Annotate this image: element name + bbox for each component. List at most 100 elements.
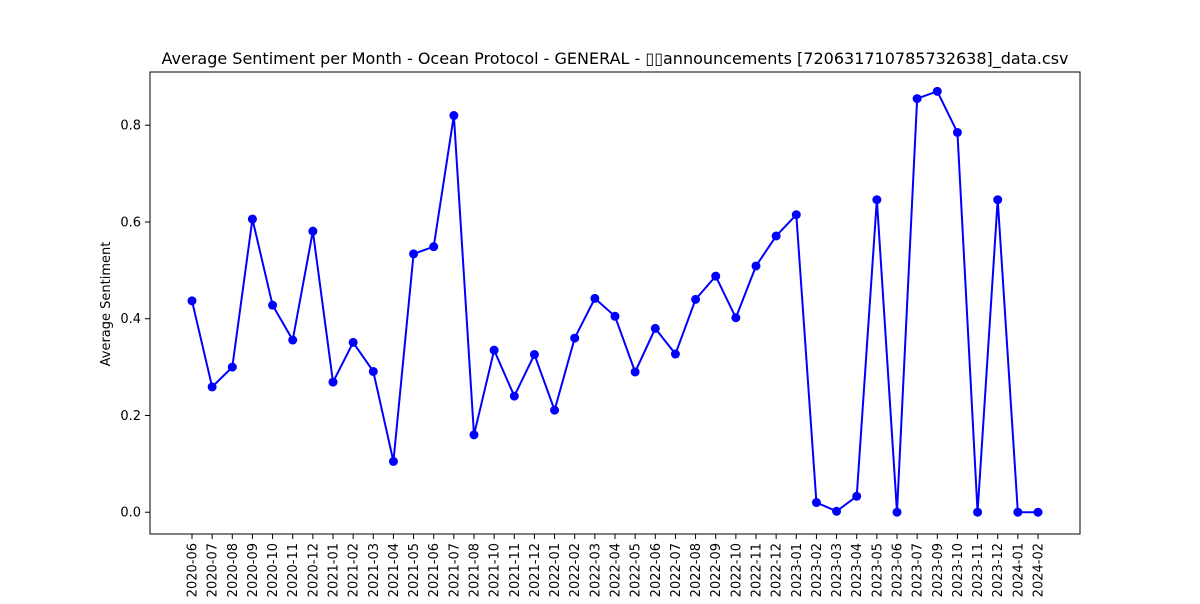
x-tick-label: 2022-02 (568, 543, 583, 597)
data-point (892, 507, 902, 517)
data-point (670, 349, 680, 359)
data-point (550, 405, 560, 415)
data-point (731, 313, 741, 323)
data-point (509, 391, 519, 401)
data-point (308, 226, 318, 236)
x-tick-label: 2021-12 (528, 543, 543, 597)
data-point (368, 366, 378, 376)
data-point (429, 242, 439, 252)
data-point (207, 382, 217, 392)
data-point (268, 300, 278, 310)
x-tick-label: 2021-10 (488, 543, 503, 597)
x-tick-label: 2020-07 (206, 543, 221, 597)
plot-area-frame (149, 71, 1081, 535)
data-point (952, 127, 962, 137)
x-axis: 2020-06 2020-07 2020-08 2020-09 2020-10 2020-… (186, 534, 1047, 597)
data-point (610, 311, 620, 321)
data-point (912, 94, 922, 104)
x-tick-label: 2020-08 (226, 543, 241, 597)
data-points (187, 86, 1043, 517)
data-point (771, 231, 781, 241)
data-point (1033, 507, 1043, 517)
data-point (691, 294, 701, 304)
x-tick-label: 2020-10 (266, 543, 281, 597)
data-point (227, 362, 237, 372)
x-tick-label: 2021-05 (407, 543, 422, 597)
x-tick-label: 2022-01 (548, 543, 563, 597)
data-point (791, 210, 801, 220)
data-point (348, 337, 358, 347)
x-tick-label: 2020-12 (306, 543, 321, 597)
x-tick-label: 2023-12 (991, 543, 1006, 597)
data-point (751, 261, 761, 271)
x-tick-label: 2021-03 (367, 543, 382, 597)
x-tick-label: 2023-09 (931, 543, 946, 597)
data-point (993, 195, 1003, 205)
data-point (529, 350, 539, 360)
x-tick-label: 2024-02 (1032, 543, 1047, 597)
x-tick-label: 2023-11 (971, 543, 986, 597)
data-point (650, 323, 660, 333)
x-tick-label: 2022-12 (770, 543, 785, 597)
data-point (187, 296, 197, 306)
x-tick-label: 2021-07 (447, 543, 462, 597)
data-point (247, 214, 257, 224)
data-point (711, 271, 721, 281)
x-tick-label: 2023-05 (870, 543, 885, 597)
x-tick-label: 2021-11 (508, 543, 523, 597)
x-tick-label: 2022-07 (669, 543, 684, 597)
x-tick-label: 2020-09 (246, 543, 261, 597)
y-tick-label: 0.2 (120, 409, 141, 424)
x-tick-label: 2022-04 (609, 543, 624, 597)
x-tick-label: 2023-04 (850, 543, 865, 597)
x-tick-label: 2020-06 (186, 543, 201, 597)
x-tick-label: 2022-10 (729, 543, 744, 597)
y-axis-label: Average Sentiment (99, 242, 114, 367)
data-point (288, 335, 298, 345)
data-point (590, 293, 600, 303)
x-tick-label: 2021-02 (347, 543, 362, 597)
x-tick-label: 2023-02 (810, 543, 825, 597)
x-tick-label: 2022-05 (629, 543, 644, 597)
y-tick-label: 0.4 (120, 312, 141, 327)
data-point (1013, 507, 1023, 517)
data-point (932, 86, 942, 96)
x-tick-label: 2021-04 (387, 543, 402, 597)
x-tick-label: 2023-03 (830, 543, 845, 597)
data-point (570, 333, 580, 343)
x-tick-label: 2022-11 (750, 543, 765, 597)
data-point (852, 491, 862, 501)
y-tick-label: 0.0 (120, 506, 141, 521)
x-tick-label: 2023-01 (790, 543, 805, 597)
data-point (449, 111, 459, 121)
x-tick-label: 2023-10 (951, 543, 966, 597)
data-point (328, 377, 338, 387)
y-tick-label: 0.6 (120, 215, 141, 230)
x-tick-label: 2024-01 (1011, 543, 1026, 597)
x-tick-label: 2022-06 (649, 543, 664, 597)
series-line (191, 90, 1038, 514)
x-tick-label: 2023-06 (891, 543, 906, 597)
y-axis: 0.0 0.2 0.4 0.6 0.8 (120, 119, 150, 521)
data-point (388, 456, 398, 466)
data-point (630, 367, 640, 377)
y-tick-label: 0.8 (120, 119, 141, 134)
data-point (811, 498, 821, 508)
x-tick-label: 2021-06 (427, 543, 442, 597)
data-point (469, 430, 479, 440)
chart-title: Average Sentiment per Month - Ocean Prot… (162, 49, 1069, 69)
x-tick-label: 2023-07 (911, 543, 926, 597)
x-tick-label: 2021-08 (468, 543, 483, 597)
data-point (973, 507, 983, 517)
x-tick-label: 2020-11 (286, 543, 301, 597)
x-tick-label: 2021-01 (327, 543, 342, 597)
x-tick-label: 2022-08 (689, 543, 704, 597)
data-point (489, 345, 499, 355)
data-point (409, 249, 419, 259)
x-tick-label: 2022-09 (709, 543, 724, 597)
data-point (832, 506, 842, 516)
data-point (872, 195, 882, 205)
x-tick-label: 2022-03 (588, 543, 603, 597)
